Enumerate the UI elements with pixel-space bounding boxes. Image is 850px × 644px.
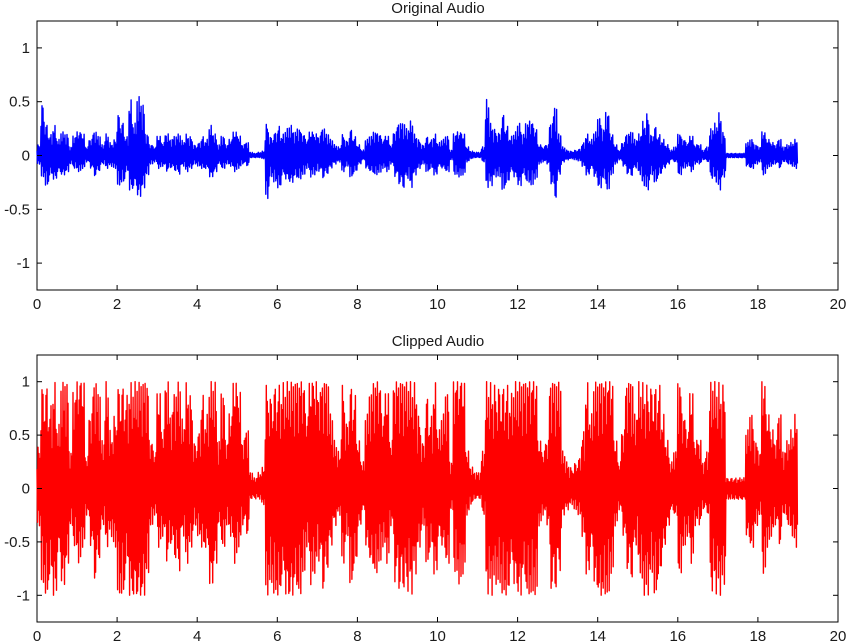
y-tick-label: 1	[22, 374, 30, 391]
x-tick-label: 2	[113, 628, 121, 644]
x-tick-label: 18	[750, 296, 767, 313]
waveform-original	[36, 96, 799, 200]
y-tick-label: -1	[17, 587, 30, 604]
waveform-series-0	[36, 381, 799, 596]
x-tick-label: 16	[669, 628, 686, 644]
y-tick-label: 0.5	[9, 427, 30, 444]
x-tick-label: 8	[353, 296, 361, 313]
y-tick-label: -1	[17, 255, 30, 272]
chart-clipped-audio: Clipped Audio 0 2 4 6 8 10 12 14 16 18 20 -1 -0.5 0 0.…	[4, 333, 846, 644]
x-tick-label: 6	[273, 628, 281, 644]
chart-title: Original Audio	[391, 0, 484, 17]
x-tick-label: 14	[589, 628, 606, 644]
y-tick-label: 0	[22, 148, 30, 165]
y-tick-label: -0.5	[4, 534, 30, 551]
waveform-clipped	[36, 381, 799, 596]
y-tick-label: 1	[22, 40, 30, 57]
axes: 0 2 4 6 8 10 12 14 16 18 20 -1 -0.5 0 0.5 1	[4, 21, 846, 313]
x-tick-label: 10	[429, 296, 446, 313]
x-tick-label: 10	[429, 628, 446, 644]
x-tick-label: 0	[33, 296, 41, 313]
chart-original-audio: Original Audio 0 2 4 6 8 10 12 14 16 18 20-1-0.500…	[4, 0, 846, 313]
x-tick-label: 8	[353, 628, 361, 644]
x-tick-label: 12	[509, 628, 526, 644]
x-tick-label: 16	[669, 296, 686, 313]
x-tick-label: 20	[830, 296, 847, 313]
x-tick-label: 6	[273, 296, 281, 313]
x-tick-label: 20	[830, 628, 847, 644]
y-tick-label: -0.5	[4, 201, 30, 218]
axes: 0 2 4 6 8 10 12 14 16 18 20 -1 -0.5 0 0.5 1	[4, 355, 846, 644]
x-tick-label: 4	[193, 628, 201, 644]
x-tick-label: 2	[113, 296, 121, 313]
x-tick-label: 14	[589, 296, 606, 313]
chart-title: Clipped Audio	[392, 333, 485, 350]
x-tick-label: 0	[33, 628, 41, 644]
x-tick-label: 12	[509, 296, 526, 313]
y-tick-label: 0.5	[9, 94, 30, 111]
waveform-series-0	[36, 96, 799, 200]
x-tick-label: 18	[750, 628, 767, 644]
x-tick-label: 4	[193, 296, 201, 313]
y-tick-label: 0	[22, 481, 30, 498]
